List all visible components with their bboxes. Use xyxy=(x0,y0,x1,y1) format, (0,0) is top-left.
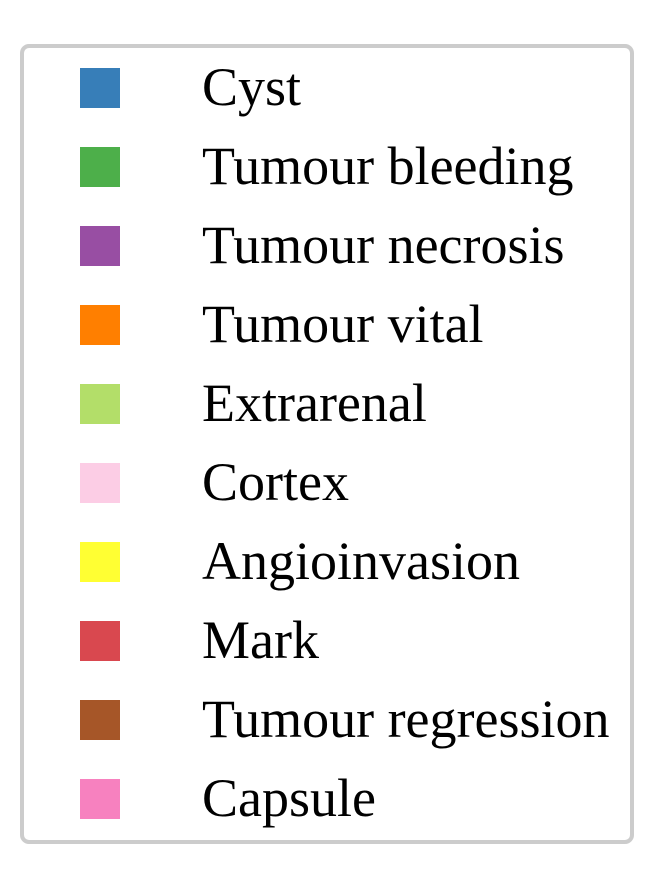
legend-entry: Tumour vital xyxy=(24,285,630,364)
legend-entry: Tumour necrosis xyxy=(24,206,630,285)
legend-label: Mark xyxy=(202,610,319,670)
legend-entry: Cyst xyxy=(24,48,630,127)
legend-label: Tumour regression xyxy=(202,689,610,749)
legend-label: Capsule xyxy=(202,768,376,828)
legend-label: Tumour vital xyxy=(202,294,484,354)
legend-swatch xyxy=(80,463,120,503)
legend-swatch xyxy=(80,68,120,108)
legend-entry: Capsule xyxy=(24,759,630,838)
legend-swatch xyxy=(80,621,120,661)
legend-entry: Cortex xyxy=(24,443,630,522)
legend-swatch xyxy=(80,542,120,582)
legend: Cyst Tumour bleeding Tumour necrosis Tumour… xyxy=(20,44,634,844)
legend-entry: Angioinvasion xyxy=(24,522,630,601)
legend-entry: Extrarenal xyxy=(24,364,630,443)
legend-label: Cortex xyxy=(202,452,349,512)
legend-swatch xyxy=(80,384,120,424)
legend-label: Tumour bleeding xyxy=(202,136,574,196)
legend-entry: Tumour regression xyxy=(24,680,630,759)
legend-swatch xyxy=(80,305,120,345)
legend-label: Tumour necrosis xyxy=(202,215,565,275)
legend-label: Cyst xyxy=(202,57,302,117)
legend-entry: Mark xyxy=(24,601,630,680)
legend-swatch xyxy=(80,700,120,740)
legend-label: Angioinvasion xyxy=(202,531,520,591)
legend-entry: Tumour bleeding xyxy=(24,127,630,206)
legend-swatch xyxy=(80,226,120,266)
legend-label: Extrarenal xyxy=(202,373,427,433)
legend-swatch xyxy=(80,147,120,187)
legend-swatch xyxy=(80,779,120,819)
